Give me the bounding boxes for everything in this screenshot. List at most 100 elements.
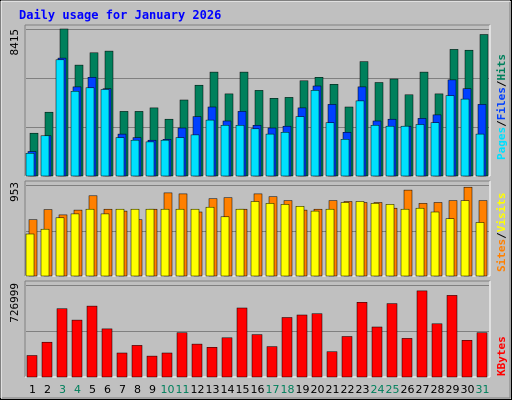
x-label-day-18: 18 xyxy=(281,383,295,396)
bar-visits-day-24 xyxy=(370,203,380,277)
bar-pages-day-2 xyxy=(40,135,50,177)
x-label-day-5: 5 xyxy=(89,383,96,396)
bar-pages-day-30 xyxy=(460,98,470,177)
bar-kbytes-day-6 xyxy=(101,328,113,378)
x-label-day-24: 24 xyxy=(371,383,385,396)
x-label-day-3: 3 xyxy=(59,383,66,396)
bar-kbytes-day-4 xyxy=(71,319,83,378)
x-label-day-10: 10 xyxy=(161,383,175,396)
bar-pages-day-20 xyxy=(310,90,320,177)
bar-pages-day-11 xyxy=(175,137,185,177)
x-axis-labels: 1 2 3 4 5 6 7 8 9 10 11 12 13 14 15 16 17 18 19 20 21 22 23 24 2… xyxy=(29,383,490,396)
x-label-day-17: 17 xyxy=(266,383,280,396)
bar-pages-day-19 xyxy=(295,116,305,177)
bar-kbytes-day-7 xyxy=(116,352,128,378)
bar-visits-day-1 xyxy=(25,233,35,277)
bar-kbytes-day-17 xyxy=(266,346,278,378)
bar-pages-day-13 xyxy=(205,119,215,177)
bar-pages-day-14 xyxy=(220,125,230,177)
bar-pages-day-5 xyxy=(85,87,95,177)
legend-panel3: KBytes xyxy=(495,336,508,376)
bar-kbytes-day-20 xyxy=(311,313,323,378)
bar-kbytes-day-1 xyxy=(26,355,38,378)
x-label-day-8: 8 xyxy=(134,383,141,396)
legend-panel1-item-4: / xyxy=(495,80,508,87)
x-label-day-25: 25 xyxy=(386,383,400,396)
bar-pages-day-28 xyxy=(430,122,440,177)
x-label-day-31: 31 xyxy=(476,383,490,396)
legend-panel3-item-1: KBytes xyxy=(495,336,508,376)
bar-kbytes-day-10 xyxy=(161,352,173,378)
bar-kbytes-day-26 xyxy=(401,338,413,378)
bar-kbytes-day-27 xyxy=(416,290,428,378)
bar-visits-day-30 xyxy=(460,200,470,277)
bar-visits-day-12 xyxy=(190,208,200,277)
bar-visits-day-9 xyxy=(145,208,155,277)
x-label-day-19: 19 xyxy=(296,383,310,396)
bar-kbytes-day-11 xyxy=(176,332,188,378)
bar-pages-day-7 xyxy=(115,137,125,177)
bars xyxy=(25,28,489,378)
bar-visits-day-20 xyxy=(310,210,320,277)
bar-kbytes-day-23 xyxy=(356,302,368,378)
ymax-label-pages-files-hits: 8415 xyxy=(8,29,21,56)
x-label-day-26: 26 xyxy=(401,383,415,396)
bar-pages-day-27 xyxy=(415,124,425,177)
bar-visits-day-13 xyxy=(205,206,215,277)
bar-kbytes-day-21 xyxy=(326,351,338,378)
bar-visits-day-17 xyxy=(265,203,275,277)
bar-kbytes-day-22 xyxy=(341,336,353,378)
x-label-day-20: 20 xyxy=(311,383,325,396)
x-label-day-12: 12 xyxy=(191,383,205,396)
bar-visits-day-27 xyxy=(415,207,425,277)
x-label-day-28: 28 xyxy=(431,383,445,396)
bar-kbytes-day-15 xyxy=(236,307,248,378)
bar-visits-day-14 xyxy=(220,216,230,277)
chart-title: Daily usage for January 2026 xyxy=(19,8,221,22)
bar-pages-day-24 xyxy=(370,125,380,177)
x-label-day-30: 30 xyxy=(461,383,475,396)
bar-visits-day-10 xyxy=(160,208,170,277)
legend-panel2-item-3: Visits xyxy=(495,193,508,233)
bar-kbytes-day-29 xyxy=(446,295,458,378)
bar-kbytes-day-31 xyxy=(476,332,488,378)
bar-pages-day-31 xyxy=(475,133,485,177)
bar-kbytes-day-25 xyxy=(386,303,398,378)
bar-visits-day-2 xyxy=(40,228,50,277)
bar-pages-day-6 xyxy=(100,89,110,177)
x-label-day-14: 14 xyxy=(221,383,235,396)
x-label-day-9: 9 xyxy=(149,383,156,396)
x-label-day-16: 16 xyxy=(251,383,265,396)
bar-pages-day-12 xyxy=(190,134,200,177)
bar-pages-day-26 xyxy=(400,125,410,177)
x-label-day-29: 29 xyxy=(446,383,460,396)
bar-visits-day-8 xyxy=(130,208,140,277)
bar-kbytes-day-24 xyxy=(371,326,383,378)
bar-pages-day-1 xyxy=(25,153,35,177)
x-label-day-4: 4 xyxy=(74,383,81,396)
bar-kbytes-day-12 xyxy=(191,343,203,378)
bar-kbytes-day-2 xyxy=(41,341,53,378)
bar-pages-day-18 xyxy=(280,132,290,177)
bar-pages-day-3 xyxy=(55,59,65,177)
bar-visits-day-28 xyxy=(430,211,440,277)
bar-visits-day-11 xyxy=(175,208,185,277)
bar-visits-day-5 xyxy=(85,208,95,277)
legend-panel1-item-1: Pages xyxy=(495,127,508,160)
bar-pages-day-10 xyxy=(160,139,170,177)
bar-pages-day-15 xyxy=(235,125,245,177)
x-label-day-23: 23 xyxy=(356,383,370,396)
x-label-day-15: 15 xyxy=(236,383,250,396)
bar-kbytes-day-5 xyxy=(86,305,98,378)
bar-visits-day-6 xyxy=(100,213,110,277)
bar-pages-day-29 xyxy=(445,95,455,177)
ymax-label-kbytes: 726999 xyxy=(8,283,21,323)
bar-visits-day-21 xyxy=(325,208,335,277)
ymax-label-sites-visits: 953 xyxy=(8,182,21,202)
bar-kbytes-day-18 xyxy=(281,317,293,378)
x-label-day-1: 1 xyxy=(29,383,36,396)
bar-kbytes-day-16 xyxy=(251,334,263,378)
bar-visits-day-23 xyxy=(355,201,365,277)
